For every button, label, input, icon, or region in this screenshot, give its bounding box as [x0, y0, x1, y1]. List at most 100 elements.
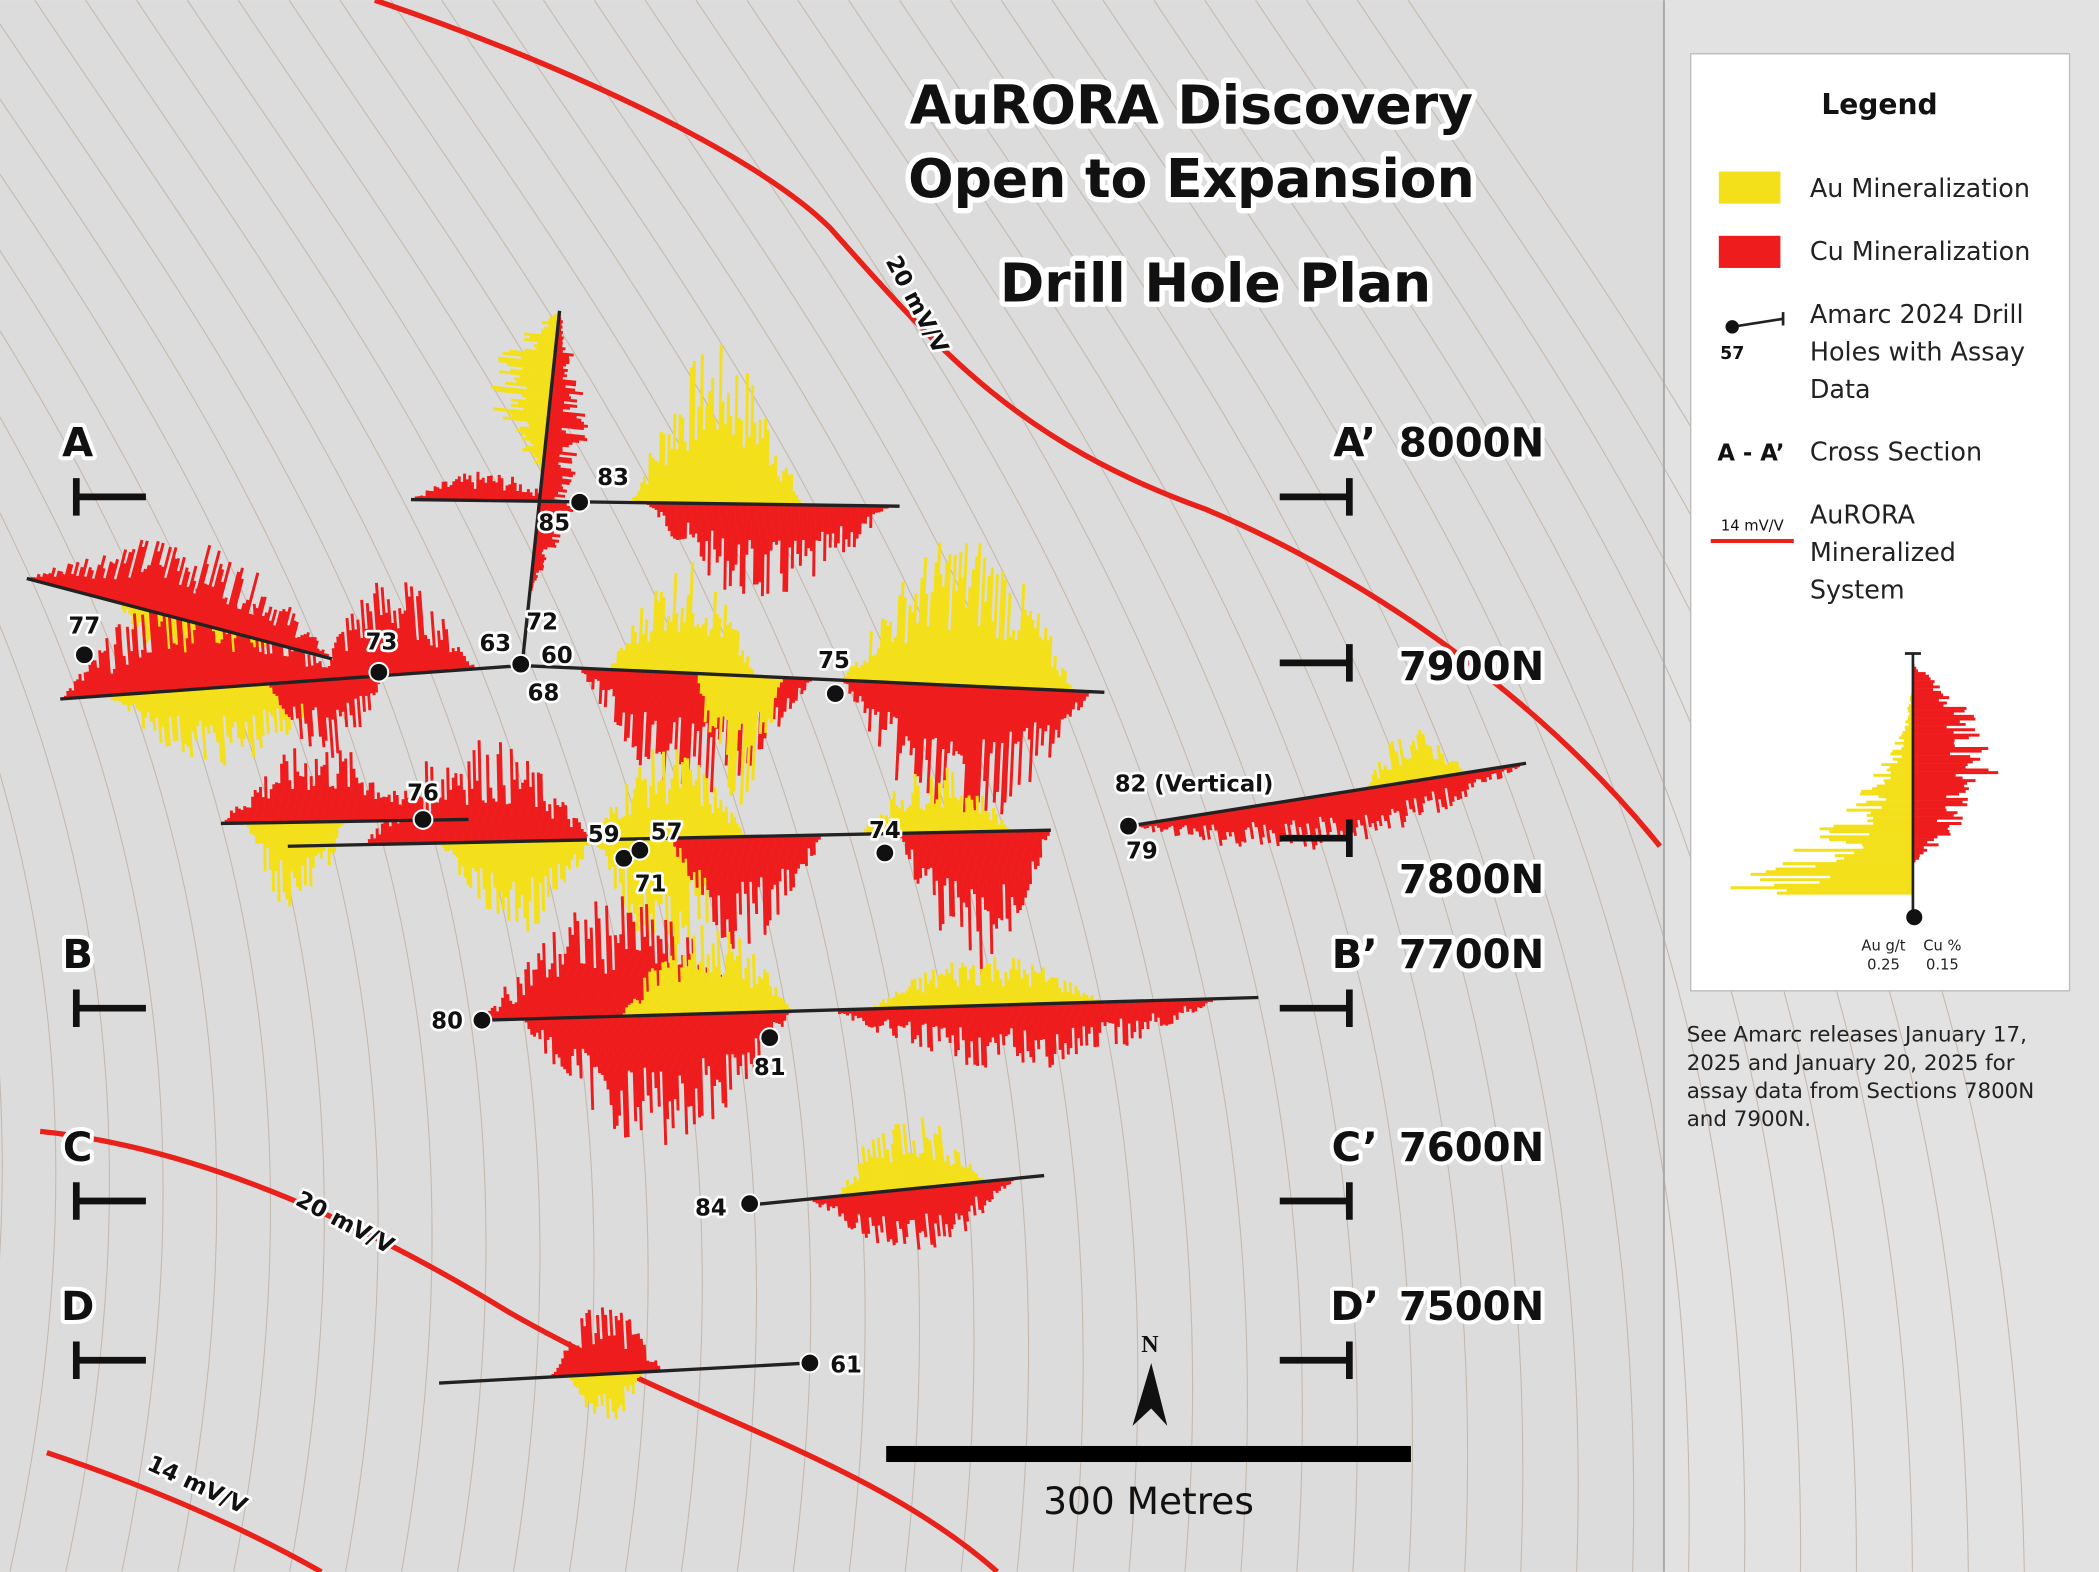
- histogram-bar: [58, 573, 66, 588]
- histogram-bar: [728, 503, 733, 587]
- histogram-bar: [349, 752, 354, 822]
- histogram-bar: [1025, 610, 1033, 689]
- histogram-bar: [985, 1005, 990, 1047]
- histogram-bar: [188, 689, 195, 732]
- histogram-bar: [524, 841, 530, 932]
- histogram-bar: [265, 638, 273, 684]
- histogram-bar: [968, 1163, 974, 1183]
- histogram-bar: [552, 378, 577, 384]
- histogram-bar: [304, 763, 309, 823]
- histogram-bar: [540, 331, 558, 337]
- histogram-bar: [550, 391, 570, 397]
- histogram-bar: [548, 804, 552, 841]
- histogram-bar: [1048, 689, 1055, 758]
- histogram-bar: [521, 782, 526, 842]
- histogram-bar: [222, 625, 230, 687]
- histogram-bar: [952, 1163, 958, 1185]
- histogram-bar: [697, 503, 701, 543]
- histogram-bar: [691, 837, 696, 873]
- histogram-bar: [878, 1008, 882, 1027]
- histogram-bar: [1108, 1001, 1112, 1024]
- histogram-bar: [596, 1016, 602, 1074]
- histogram-bar: [286, 620, 297, 648]
- histogram-bar: [623, 670, 630, 742]
- histogram-bar: [722, 674, 728, 717]
- histogram-bar: [233, 594, 243, 686]
- histogram-bar: [1161, 1000, 1166, 1025]
- histogram-bar: [628, 1319, 634, 1373]
- histogram-bar: [556, 976, 561, 1019]
- histogram-bar: [684, 1014, 691, 1107]
- histogram-bar: [720, 401, 725, 504]
- histogram-bar: [561, 1017, 567, 1070]
- histogram-bar: [669, 572, 678, 673]
- histogram-bar: [541, 328, 558, 334]
- histogram-bar: [1217, 811, 1225, 841]
- histogram-bar: [1035, 1003, 1041, 1050]
- histogram-bar: [1386, 769, 1393, 785]
- histogram-bar: [549, 404, 571, 410]
- histogram-bar: [575, 1017, 580, 1066]
- histogram-bar: [750, 504, 755, 549]
- histogram-bar: [895, 682, 900, 719]
- histogram-bar: [113, 562, 127, 603]
- histogram-bar: [309, 776, 314, 823]
- histogram-bar: [750, 676, 757, 746]
- histogram-bar: [436, 802, 441, 844]
- histogram-bar: [1169, 1000, 1174, 1024]
- histogram-bar: [131, 629, 139, 694]
- histogram-bar: [1028, 986, 1033, 1005]
- histogram-bar: [281, 822, 286, 893]
- histogram-bar: [534, 542, 557, 548]
- histogram-bar: [519, 841, 524, 895]
- scale-bar-line: [886, 1445, 1411, 1463]
- histogram-bar: [958, 832, 964, 927]
- histogram-bar: [204, 688, 211, 734]
- histogram-bar: [140, 649, 147, 693]
- histogram-bar: [537, 341, 557, 347]
- histogram-bar: [705, 778, 710, 838]
- histogram-bar: [209, 687, 216, 733]
- histogram-bar: [895, 805, 900, 834]
- histogram-bar: [1057, 676, 1062, 691]
- histogram-bar: [853, 680, 858, 702]
- histogram-bar: [1403, 757, 1411, 783]
- histogram-bar: [728, 415, 733, 504]
- histogram-bar: [644, 1015, 650, 1096]
- histogram-bar: [916, 1156, 923, 1189]
- histogram-bar: [700, 806, 705, 838]
- histogram-bar: [549, 399, 565, 404]
- histogram-bar: [263, 620, 272, 642]
- histogram-bar: [309, 680, 315, 711]
- histogram-bar: [297, 822, 302, 891]
- histogram-bar: [675, 631, 681, 673]
- histogram-bar: [657, 781, 662, 839]
- histogram-bar: [529, 786, 534, 842]
- histogram-bar: [519, 983, 524, 1020]
- histogram-bar: [960, 685, 967, 756]
- histogram-bar: [459, 773, 465, 843]
- histogram-bar: [239, 685, 246, 740]
- histogram-bar: [1373, 786, 1383, 827]
- histogram-bar: [997, 1179, 1002, 1191]
- histogram-bar: [931, 1006, 936, 1028]
- histogram-bar: [333, 642, 340, 679]
- hole-label: 79: [1126, 838, 1158, 864]
- histogram-bar: [305, 822, 310, 858]
- histogram-bar: [1211, 812, 1218, 831]
- histogram-bar: [884, 1191, 893, 1240]
- histogram-bar: [1442, 776, 1448, 789]
- histogram-bar: [707, 503, 712, 576]
- histogram-bar: [86, 671, 92, 697]
- histogram-bar: [538, 510, 558, 516]
- histogram-bar: [1001, 986, 1006, 1006]
- histogram-bar: [977, 831, 984, 975]
- histogram-bar: [516, 977, 521, 1020]
- histogram-bar: [149, 652, 155, 693]
- histogram-bar: [685, 966, 690, 1015]
- histogram-bar: [718, 837, 724, 938]
- histogram-bar: [289, 621, 299, 649]
- histogram-bar: [490, 385, 551, 395]
- histogram-bar: [551, 386, 576, 392]
- histogram-bar: [1301, 798, 1309, 824]
